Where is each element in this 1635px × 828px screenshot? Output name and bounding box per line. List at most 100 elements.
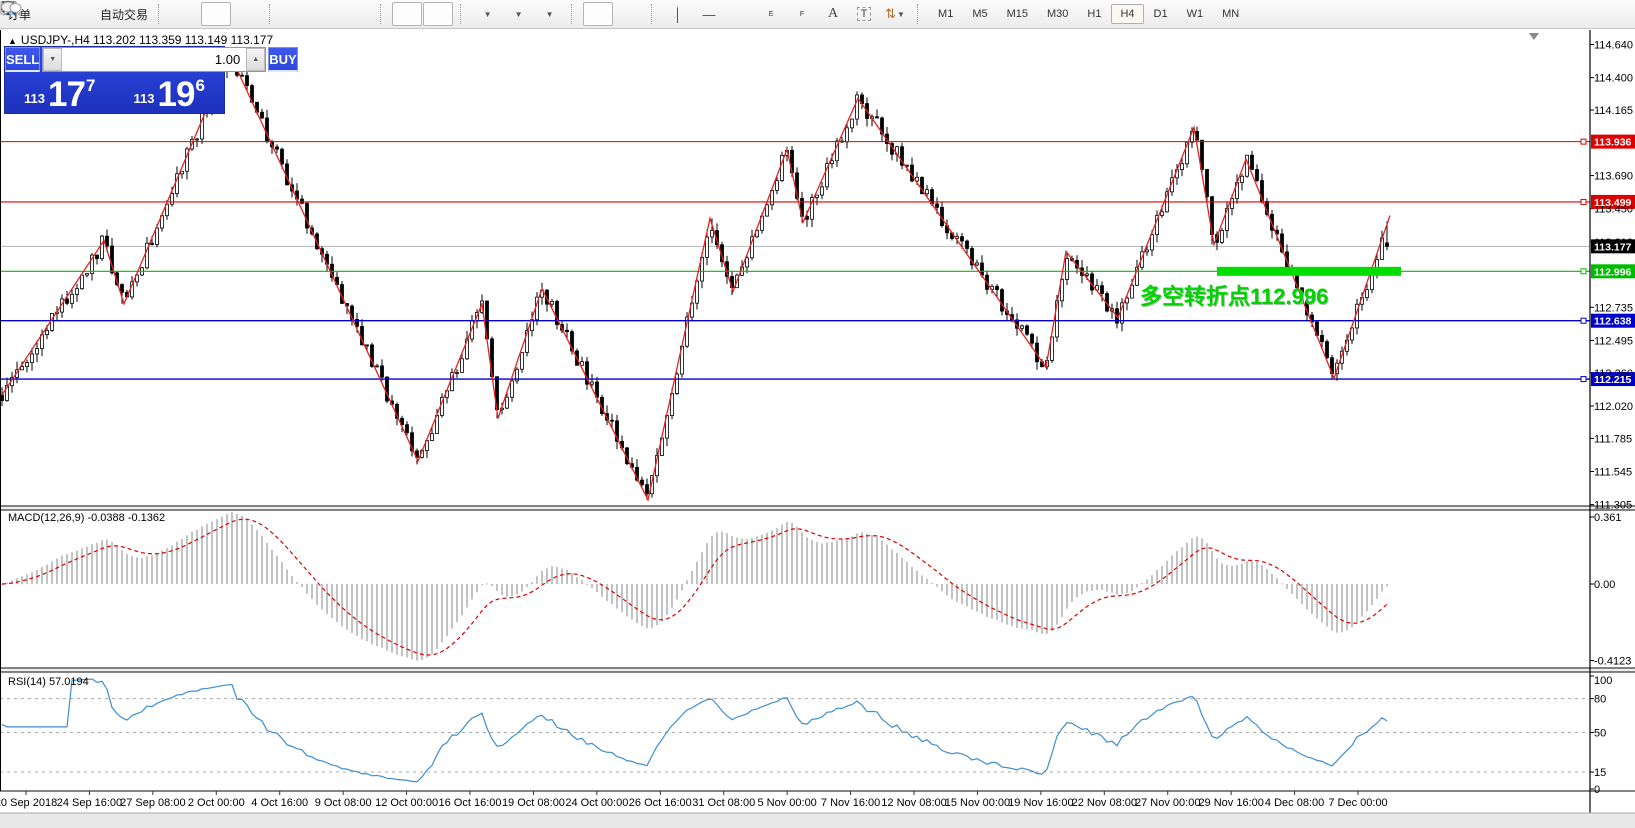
- rsi-label: RSI(14) 57.0194: [8, 676, 89, 688]
- fibonacci-button[interactable]: F: [2, 2, 817, 26]
- date-tick-label: 5 Nov 00:00: [757, 797, 816, 809]
- macd-axis-label: 0.00: [1594, 579, 1615, 591]
- rsi-axis-label: 0: [1594, 784, 1600, 796]
- autotrading-icon[interactable]: [1, 2, 96, 26]
- candlestick-chart-button[interactable]: [3, 1, 232, 26]
- chart-title-bar: ▲ USDJPY-,H4 113.202 113.359 113.149 113.…: [8, 33, 273, 47]
- bar-chart-button[interactable]: [3, 2, 200, 26]
- line-end-handle[interactable]: [1580, 317, 1587, 324]
- price-tick-label: 112.735: [1594, 302, 1633, 314]
- trendline-button[interactable]: [1, 1, 755, 26]
- periods-clock-button[interactable]: ▼: [0, 0, 533, 26]
- line-end-handle[interactable]: [1580, 268, 1587, 275]
- price-level-label: [1591, 313, 1635, 328]
- main-toolbar: 订单 自动交易: [0, 0, 1635, 29]
- date-axis[interactable]: [25, 791, 1359, 795]
- price-level-label-text: 113.936: [1594, 137, 1632, 149]
- rsi-axis-label: 15: [1594, 767, 1606, 779]
- volume-increase-button[interactable]: ▲: [246, 48, 266, 71]
- zigzag-indicator-line: [1, 52, 1391, 502]
- rsi-pane[interactable]: [0, 678, 1635, 792]
- date-tick-label: 27 Sep 08:00: [120, 797, 185, 809]
- chart-title: USDJPY-,H4 113.202 113.359 113.149 113.1…: [20, 33, 274, 47]
- price-level-label-text: 113.499: [1594, 197, 1632, 209]
- date-tick-label: 29 Nov 16:00: [1198, 797, 1263, 809]
- toolbar-separator: [380, 4, 386, 24]
- tf-h4-button[interactable]: H4: [1111, 4, 1144, 24]
- buy-button[interactable]: BUY: [268, 47, 298, 72]
- buy-price-sup: 6: [195, 76, 205, 95]
- macd-pane[interactable]: [1, 512, 1388, 661]
- date-tick-label: 7 Nov 16:00: [821, 797, 880, 809]
- macd-signal-line: [1, 518, 1388, 656]
- line-end-handle[interactable]: [1580, 138, 1587, 145]
- tf-mn-button[interactable]: MN: [1222, 8, 1240, 20]
- price-level-label-text: 112.215: [1594, 374, 1632, 386]
- tf-d1-button[interactable]: D1: [1153, 8, 1168, 20]
- date-tick-label: 12 Oct 00:00: [375, 797, 438, 809]
- price-tick-label: 113.210: [1594, 237, 1633, 249]
- price-tick-label: 114.640: [1594, 39, 1633, 51]
- rsi-axis-label: 100: [1594, 675, 1612, 687]
- pivot-annotation-text: 多空转折点112.996: [1140, 284, 1329, 309]
- rsi-axis-label: 80: [1594, 694, 1606, 706]
- tf-m1-button[interactable]: M1: [938, 8, 954, 20]
- buy-price-prefix: 113: [133, 91, 155, 106]
- zoom-in-button[interactable]: [2, 1, 311, 26]
- autotrading-button[interactable]: 自动交易: [100, 7, 149, 22]
- cursor-button[interactable]: [3, 1, 614, 26]
- tf-m15-button[interactable]: M15: [1006, 8, 1028, 20]
- date-tick-label: 9 Oct 08:00: [315, 797, 372, 809]
- toolbar-separator: [158, 4, 164, 24]
- new-chart-button[interactable]: ▼: [0, 1, 502, 26]
- vertical-line-button[interactable]: │: [673, 6, 683, 22]
- line-chart-button[interactable]: [1, 2, 262, 26]
- date-tick-label: 22 Nov 08:00: [1072, 797, 1137, 809]
- crosshair-button[interactable]: [1, 1, 644, 26]
- date-tick-label: 16 Oct 16:00: [439, 797, 502, 809]
- tf-m30-button[interactable]: M30: [1047, 8, 1069, 20]
- price-tick-label: 112.020: [1594, 401, 1633, 413]
- zoom-out-button[interactable]: [2, 1, 342, 26]
- sell-price-prefix: 113: [24, 91, 46, 106]
- auto-scroll-button[interactable]: [2, 2, 423, 26]
- arrows-tool-button[interactable]: ⇅ ▼: [885, 6, 905, 21]
- price-level-label-text: 113.177: [1594, 241, 1632, 253]
- gold-icon[interactable]: [1, 2, 65, 26]
- macd-axis-label: 0.361: [1594, 512, 1622, 524]
- price-tick-label: 113.690: [1594, 171, 1633, 183]
- buy-price-button[interactable]: 113 19 6: [115, 72, 225, 113]
- text-label-button[interactable]: T: [849, 2, 879, 26]
- price-tick-label: 112.260: [1594, 368, 1633, 380]
- price-level-label: [1591, 194, 1635, 209]
- indicators-button[interactable]: ▼: [0, 1, 564, 26]
- tf-h1-button[interactable]: H1: [1087, 8, 1102, 20]
- sell-button[interactable]: SELL: [5, 47, 41, 72]
- macd-axis-label: -0.4123: [1594, 656, 1631, 668]
- sell-price-sup: 7: [85, 76, 96, 95]
- line-end-handle[interactable]: [1580, 198, 1587, 205]
- price-tick-label: 114.400: [1594, 73, 1633, 85]
- equidistant-channel-button[interactable]: E: [0, 1, 786, 26]
- buy-price-big: 19: [157, 75, 196, 115]
- toolbar-separator: [917, 4, 923, 24]
- chart-canvas[interactable]: 114.640 114.400 114.165 113.690 113.450 113.2…: [0, 30, 1635, 828]
- sell-price-button[interactable]: 113 17 7: [5, 72, 115, 113]
- line-end-handle[interactable]: [1580, 376, 1587, 383]
- volume-decrease-button[interactable]: ▼: [43, 48, 63, 71]
- horizontal-line-button[interactable]: —: [702, 6, 716, 22]
- volume-input[interactable]: [62, 48, 247, 71]
- price-tick-label: 112.495: [1594, 335, 1633, 347]
- chart-shift-marker[interactable]: [1529, 33, 1539, 40]
- tile-windows-button[interactable]: [1, 1, 373, 26]
- tf-m5-button[interactable]: M5: [972, 8, 988, 20]
- price-level-label-text: 112.996: [1594, 266, 1632, 278]
- text-button[interactable]: A: [827, 6, 839, 21]
- collapse-panel-arrow[interactable]: ▲: [8, 36, 17, 46]
- date-tick-label: 12 Nov 08:00: [881, 797, 946, 809]
- pivot-highlight-bar[interactable]: [1217, 266, 1401, 276]
- chart-shift-button[interactable]: [3, 2, 454, 26]
- price-axis[interactable]: [0, 30, 1635, 813]
- tf-w1-button[interactable]: W1: [1186, 8, 1204, 20]
- toolbar-separator: [269, 4, 275, 24]
